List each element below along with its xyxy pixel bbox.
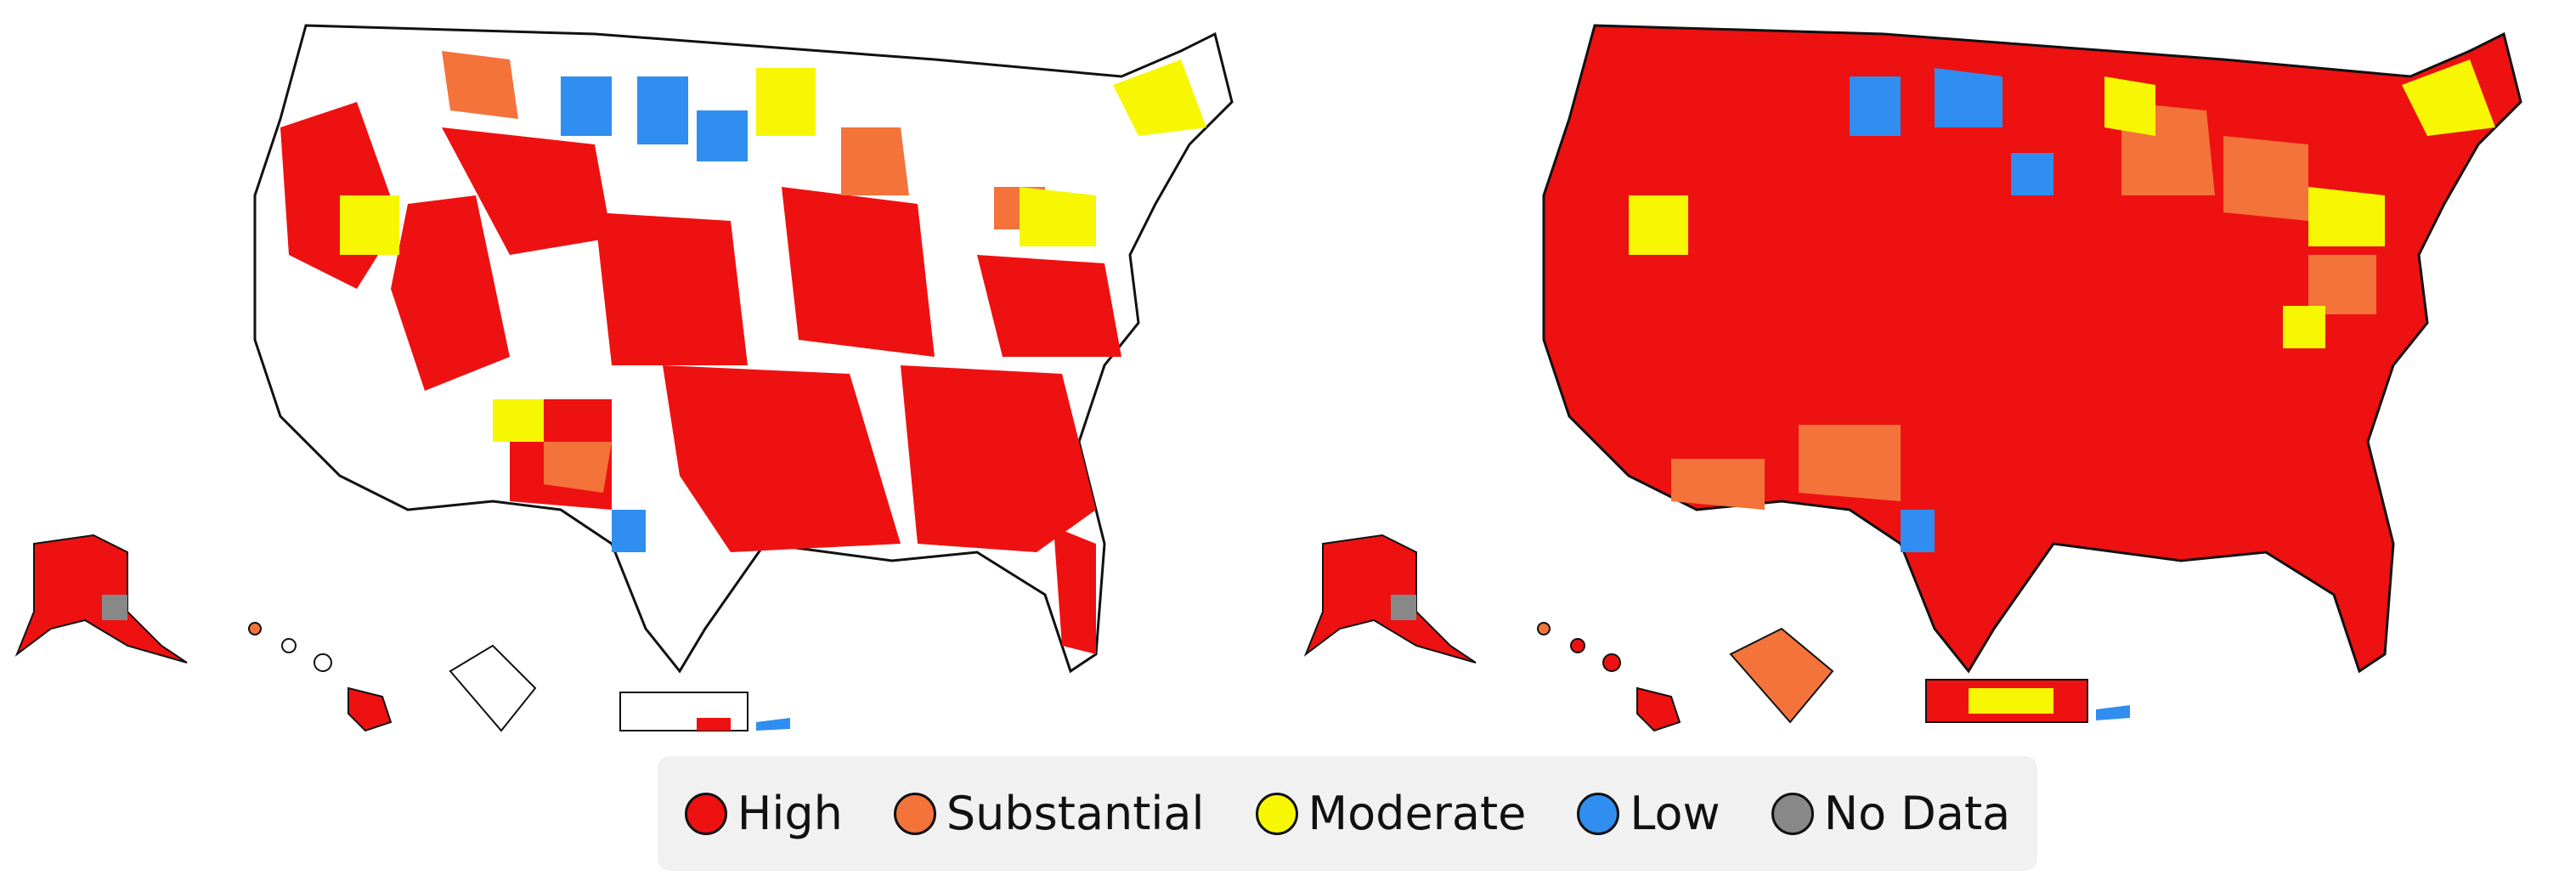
low-swatch-icon	[1577, 792, 1620, 835]
legend-label: Moderate	[1308, 787, 1527, 840]
hawaii	[248, 622, 393, 732]
legend-item-high: High	[684, 787, 843, 840]
us-county-map-right	[1303, 24, 2522, 732]
dc-inset	[449, 644, 537, 732]
moderate-regions	[1629, 59, 2495, 348]
high-swatch-icon	[684, 792, 727, 835]
legend-label: Substantial	[946, 787, 1205, 840]
puerto-rico-red	[697, 718, 731, 731]
legend-label: Low	[1630, 787, 1720, 840]
low-regions	[561, 76, 748, 552]
legend-label: High	[737, 787, 843, 840]
contiguous-us-outline	[1542, 24, 2522, 674]
legend-item-no-data: No Data	[1771, 787, 2011, 840]
legend-label: No Data	[1823, 787, 2011, 840]
map-right	[1289, 0, 2576, 748]
substantial-regions	[1671, 102, 2376, 510]
substantial-swatch-icon	[893, 792, 936, 835]
puerto-rico-yellow	[1969, 688, 2053, 714]
moderate-swatch-icon	[1255, 792, 1298, 835]
puerto-rico-islands	[2096, 705, 2130, 720]
alaska-no-data	[102, 595, 127, 620]
us-county-map-left	[14, 24, 1234, 732]
dc-inset	[1729, 627, 1834, 724]
legend: High Substantial Moderate Low No Data	[658, 756, 2037, 871]
legend-item-substantial: Substantial	[893, 787, 1205, 840]
hawaii	[1537, 622, 1681, 732]
no-data-swatch-icon	[1771, 792, 1814, 835]
legend-item-low: Low	[1577, 787, 1720, 840]
low-regions	[1850, 68, 2053, 552]
map-left	[0, 0, 1287, 748]
moderate-regions	[340, 59, 1206, 442]
alaska-no-data	[1391, 595, 1416, 620]
puerto-rico-islands	[756, 718, 790, 731]
legend-item-moderate: Moderate	[1255, 787, 1527, 840]
